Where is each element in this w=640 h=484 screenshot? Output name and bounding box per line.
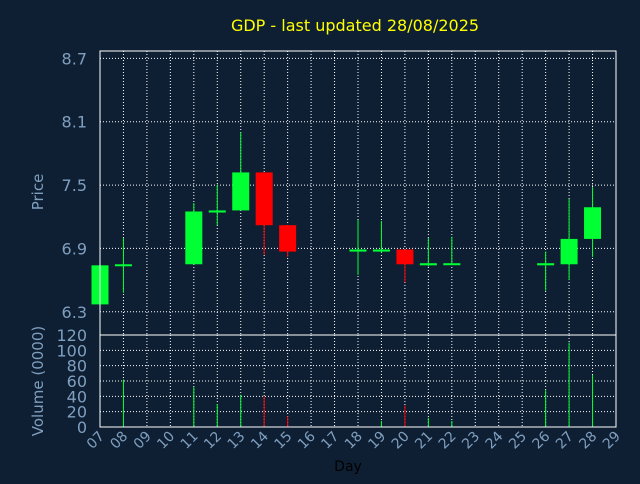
price-y-ticks: 6.3 6.9 7.5 8.1 8.7 bbox=[62, 49, 87, 321]
price-axis-label: Price bbox=[29, 174, 47, 211]
candle-body bbox=[255, 172, 273, 226]
candle-body bbox=[560, 238, 578, 265]
volume-grid bbox=[100, 335, 616, 427]
price-tick-label: 7.5 bbox=[62, 176, 87, 195]
candle-body bbox=[114, 264, 132, 267]
candle-body bbox=[419, 263, 437, 266]
candle-body bbox=[208, 210, 226, 213]
volume-tick-label: 0 bbox=[77, 418, 87, 437]
price-tick-label: 8.1 bbox=[62, 113, 87, 132]
candle-body bbox=[443, 263, 461, 266]
volume-axis-label: Volume (0000) bbox=[29, 326, 47, 436]
volume-tick-label: 80 bbox=[67, 357, 87, 376]
price-tick-label: 8.7 bbox=[62, 49, 87, 68]
volume-bars bbox=[122, 342, 594, 427]
volume-tick-label: 40 bbox=[67, 387, 87, 406]
candle-body bbox=[349, 249, 367, 252]
volume-panel-frame bbox=[99, 334, 617, 428]
candle-body bbox=[279, 225, 297, 252]
volume-tick-label: 100 bbox=[56, 341, 87, 360]
candle-body bbox=[396, 249, 414, 265]
candle-body bbox=[185, 211, 203, 265]
price-tick-label: 6.9 bbox=[62, 239, 87, 258]
volume-tick-label: 120 bbox=[56, 326, 87, 345]
price-tick-label: 6.3 bbox=[62, 303, 87, 322]
candle-body bbox=[584, 207, 602, 239]
x-ticks: 07 08 09 10 11 12 13 14 15 16 17 18 19 20 21 22 23 24 25 26… bbox=[84, 428, 624, 452]
candle-body bbox=[537, 263, 555, 266]
chart-title: GDP - last updated 28/08/2025 bbox=[231, 16, 479, 35]
volume-tick-label: 60 bbox=[67, 372, 87, 391]
volume-tick-label: 20 bbox=[67, 403, 87, 422]
candle-body bbox=[232, 172, 250, 211]
candle-body bbox=[372, 249, 390, 252]
x-axis-label: Day bbox=[334, 459, 362, 475]
